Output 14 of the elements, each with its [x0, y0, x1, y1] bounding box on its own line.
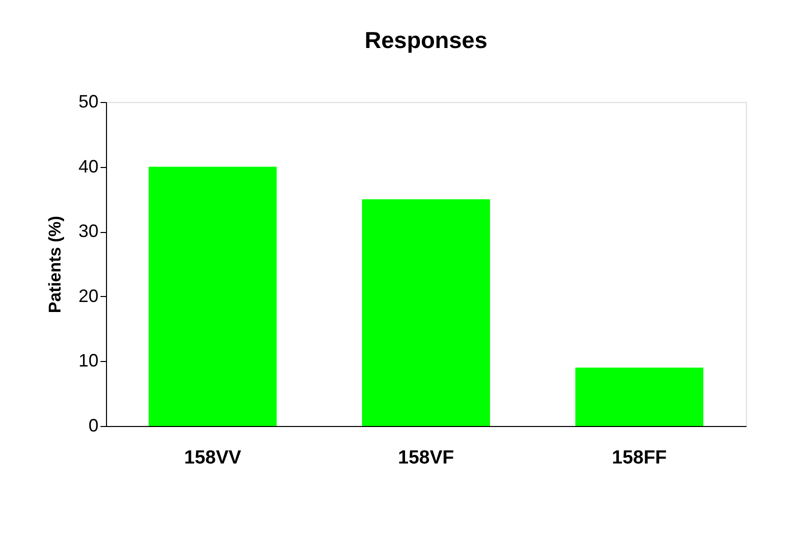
- y-tick-label: 40: [78, 156, 98, 176]
- bar: [575, 368, 704, 426]
- y-tick-label: 50: [78, 92, 98, 112]
- y-axis-title: Patients (%): [45, 216, 64, 314]
- bar: [362, 199, 490, 426]
- x-tick-label: 158VV: [184, 448, 242, 468]
- chart-title: Responses: [364, 27, 488, 53]
- y-tick-label: 30: [78, 221, 98, 242]
- x-tick-label: 158FF: [612, 448, 667, 468]
- y-tick-label: 20: [78, 286, 98, 306]
- bar: [148, 166, 277, 426]
- y-tick-label: 10: [78, 350, 98, 371]
- x-tick-label: 158VF: [398, 448, 454, 468]
- y-tick-label: 0: [88, 416, 98, 436]
